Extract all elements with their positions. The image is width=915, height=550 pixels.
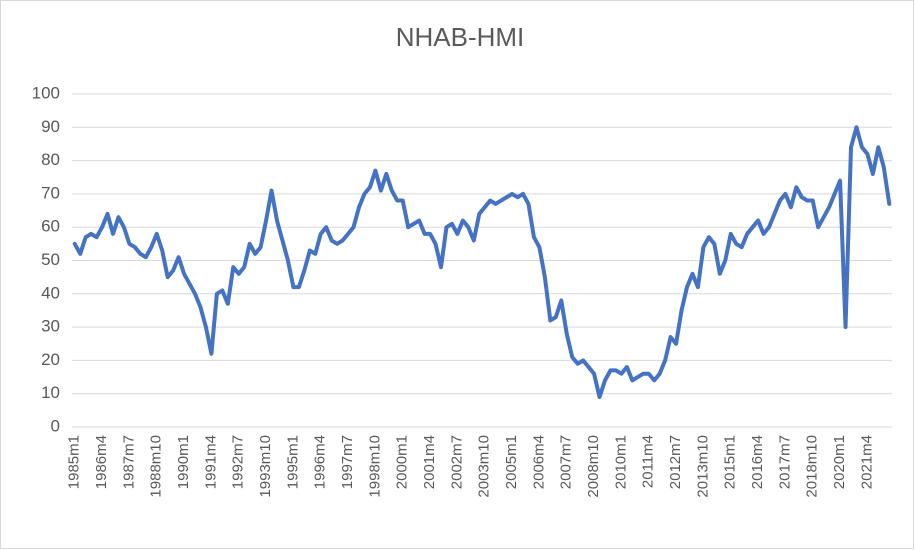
y-tick-label: 30 [41,317,60,336]
y-tick-label: 0 [51,416,60,435]
y-tick-label: 10 [41,383,60,402]
x-tick-label: 1996m4 [312,435,329,489]
x-tick-label: 1993m10 [257,435,274,498]
y-tick-label: 60 [41,217,60,236]
data-line [72,125,892,400]
x-tick-label: 2001m4 [421,435,438,489]
y-tick-label: 80 [41,150,60,169]
x-tick-label: 2003m10 [476,435,493,498]
x-tick-label: 2011m4 [640,435,657,488]
x-tick-label: 1986m4 [93,435,110,489]
x-tick-label: 2005m1 [503,435,520,489]
y-tick-label: 20 [41,350,60,369]
chart-title: NHAB-HMI [396,22,525,52]
x-tick-label: 2015m1 [722,435,739,489]
x-tick-label: 1998m10 [366,435,383,498]
x-tick-label: 1988m10 [148,435,165,498]
x-tick-label: 2007m7 [558,435,575,489]
x-tick-label: 2006m4 [530,435,547,489]
x-tick-label: 2018m10 [804,435,821,498]
x-tick-label: 1985m1 [66,435,83,489]
x-tick-label: 1995m1 [284,435,301,489]
x-tick-label: 1992m7 [230,435,247,489]
y-tick-label: 50 [41,250,60,269]
x-tick-label: 2013m10 [694,435,711,498]
x-tick-label: 1991m4 [202,435,219,489]
x-tick-label: 2002m7 [448,435,465,489]
y-tick-label: 100 [32,83,60,102]
x-tick-label: 2020m1 [831,435,848,489]
x-tick-label: 1987m7 [120,435,137,489]
x-tick-label: 2000m1 [394,435,411,489]
x-tick-label: 2021m4 [858,435,875,489]
y-tick-label: 70 [41,183,60,202]
x-tick-label: 1990m1 [175,435,192,489]
x-tick-label: 2010m1 [612,435,629,489]
y-tick-label: 40 [41,283,60,302]
x-tick-label: 2017m7 [776,435,793,489]
x-tick-label: 1997m7 [339,435,356,489]
x-tick-label: 2016m4 [749,435,766,489]
x-tick-label: 2008m10 [585,435,602,498]
x-tick-label: 2012m7 [667,435,684,489]
y-tick-label: 90 [41,117,60,136]
